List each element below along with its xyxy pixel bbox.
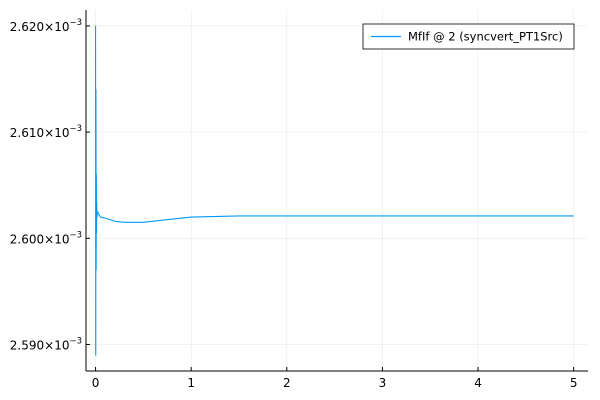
x-tick-label-4: 4 (474, 376, 482, 390)
x-tick-label-2: 2 (283, 376, 291, 390)
axes: 0 1 2 3 4 5 2.590×10−3 2.600×10−3 2.610×10−3 2.62… (10, 10, 588, 390)
y-tick-label-3: 2.620×10−3 (10, 18, 82, 34)
x-tick-label-5: 5 (570, 376, 578, 390)
x-tick-label-3: 3 (379, 376, 387, 390)
series-line-0 (95, 25, 574, 356)
y-tick-label-0: 2.590×10−3 (10, 336, 82, 352)
legend-label-0: MfIf @ 2 (syncvert_PT1Src) (408, 30, 563, 44)
y-tick-label-1: 2.600×10−3 (10, 230, 82, 246)
x-tick-label-1: 1 (187, 376, 195, 390)
y-tick-label-2: 2.610×10−3 (10, 124, 82, 140)
legend: MfIf @ 2 (syncvert_PT1Src) (362, 23, 575, 50)
x-tick-label-0: 0 (92, 376, 100, 390)
series-layer (95, 25, 574, 356)
